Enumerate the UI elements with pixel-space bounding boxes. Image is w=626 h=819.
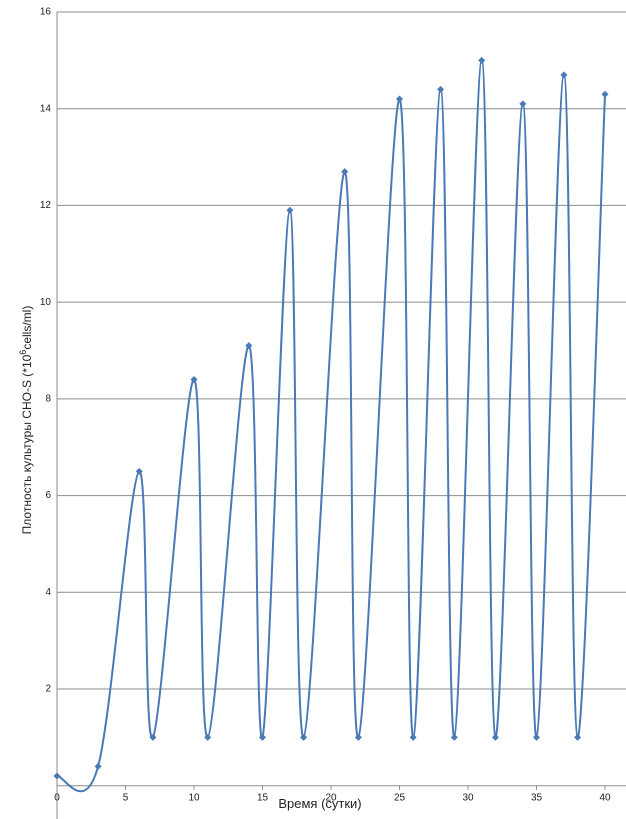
y-tick-label: 6 — [45, 490, 51, 501]
x-tick-label: 25 — [394, 792, 406, 803]
y-tick-label: 12 — [40, 200, 52, 211]
data-point — [450, 733, 458, 741]
data-point — [149, 733, 157, 741]
x-tick-label: 40 — [599, 792, 611, 803]
data-point — [204, 733, 212, 741]
data-point — [533, 733, 540, 741]
x-tick-label: 10 — [188, 792, 200, 803]
data-point — [519, 100, 527, 108]
y-tick-label: 4 — [45, 587, 51, 598]
data-point — [491, 733, 499, 741]
data-point — [601, 90, 609, 98]
y-label-sup: 6 — [18, 350, 28, 355]
data-point — [94, 762, 102, 770]
data-point — [286, 206, 294, 214]
data-point — [190, 376, 198, 384]
x-tick-label: 15 — [257, 792, 269, 803]
x-tick-label: 20 — [325, 792, 337, 803]
data-point — [300, 733, 308, 741]
data-point — [259, 733, 266, 741]
x-axis-label: Время (сутки) — [278, 796, 361, 811]
data-point — [560, 71, 568, 79]
y-tick-label: 8 — [45, 393, 51, 404]
y-tick-label: 16 — [40, 7, 52, 18]
y-tick-label: 10 — [40, 297, 52, 308]
x-tick-label: 0 — [54, 792, 60, 803]
data-point — [478, 56, 486, 64]
data-point — [437, 85, 445, 93]
y-tick-label: 14 — [40, 103, 52, 114]
data-point — [409, 733, 417, 741]
data-point — [574, 733, 582, 741]
data-line — [56, 59, 606, 793]
y-label-text: Плотность культуры CHO-S (*10 — [20, 354, 34, 534]
x-tick-label: 30 — [462, 792, 474, 803]
data-point — [135, 467, 143, 475]
data-point — [354, 733, 362, 741]
data-point — [245, 342, 253, 350]
data-point — [396, 95, 403, 103]
y-tick-label: 2 — [45, 684, 51, 695]
data-point — [53, 772, 61, 780]
data-point — [341, 168, 349, 176]
x-tick-label: 5 — [123, 792, 129, 803]
x-tick-label: 35 — [531, 792, 543, 803]
y-axis-label: Плотность культуры CHO-S (*106cells/ml) — [18, 306, 34, 535]
y-label-end: cells/ml) — [20, 306, 34, 350]
